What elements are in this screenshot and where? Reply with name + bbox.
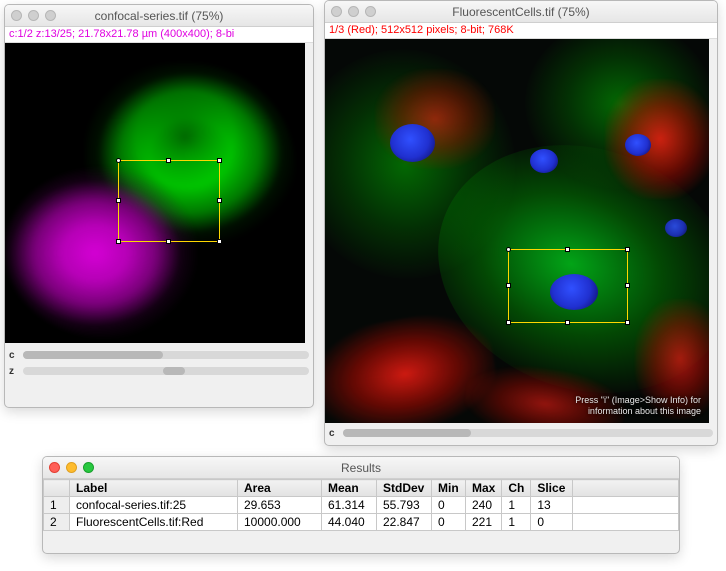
col-min[interactable]: Min (432, 480, 466, 497)
close-icon[interactable] (331, 6, 342, 17)
traffic-lights (11, 10, 56, 21)
col-ch[interactable]: Ch (502, 480, 531, 497)
overlay-line1: Press "i" (Image>Show Info) for (575, 395, 701, 406)
handle-icon[interactable] (166, 158, 171, 163)
table-cell (573, 497, 679, 514)
z-slider-label: z (9, 366, 19, 377)
col-label[interactable]: Label (70, 480, 238, 497)
table-cell: 29.653 (238, 497, 322, 514)
zoom-icon[interactable] (45, 10, 56, 21)
col-stddev[interactable]: StdDev (377, 480, 432, 497)
handle-icon[interactable] (625, 320, 630, 325)
table-cell: 55.793 (377, 497, 432, 514)
handle-icon[interactable] (116, 158, 121, 163)
results-body: Label Area Mean StdDev Min Max Ch Slice … (43, 479, 679, 531)
handle-icon[interactable] (625, 283, 630, 288)
handle-icon[interactable] (116, 239, 121, 244)
red-region (375, 69, 495, 169)
table-cell: 0 (531, 514, 573, 531)
col-max[interactable]: Max (466, 480, 502, 497)
results-header-row: Label Area Mean StdDev Min Max Ch Slice (44, 480, 679, 497)
z-slider-thumb[interactable] (163, 367, 185, 375)
table-row[interactable]: 1confocal-series.tif:2529.65361.31455.79… (44, 497, 679, 514)
table-cell: 1 (502, 514, 531, 531)
confocal-canvas[interactable] (5, 43, 305, 343)
zoom-icon[interactable] (83, 462, 94, 473)
confocal-info-line: c:1/2 z:13/25; 21.78x21.78 µm (400x400);… (5, 27, 313, 43)
row-number: 2 (44, 514, 70, 531)
table-cell: 240 (466, 497, 502, 514)
results-table: Label Area Mean StdDev Min Max Ch Slice … (43, 479, 679, 531)
col-mean[interactable]: Mean (322, 480, 377, 497)
table-cell: 44.040 (322, 514, 377, 531)
table-cell: confocal-series.tif:25 (70, 497, 238, 514)
table-cell: 221 (466, 514, 502, 531)
zoom-icon[interactable] (365, 6, 376, 17)
table-cell: 13 (531, 497, 573, 514)
handle-icon[interactable] (217, 158, 222, 163)
handle-icon[interactable] (565, 320, 570, 325)
close-icon[interactable] (49, 462, 60, 473)
results-title: Results (43, 461, 679, 475)
fluorescent-title: FluorescentCells.tif (75%) (325, 5, 717, 19)
results-titlebar[interactable]: Results (43, 457, 679, 479)
nucleus (390, 124, 435, 162)
handle-icon[interactable] (625, 247, 630, 252)
table-cell: 1 (502, 497, 531, 514)
confocal-titlebar[interactable]: confocal-series.tif (75%) (5, 5, 313, 27)
c-slider-thumb[interactable] (23, 351, 163, 359)
info-overlay: Press "i" (Image>Show Info) for informat… (575, 395, 701, 417)
table-row[interactable]: 2FluorescentCells.tif:Red10000.00044.040… (44, 514, 679, 531)
fluorescent-canvas[interactable]: Press "i" (Image>Show Info) for informat… (325, 39, 709, 423)
nucleus (665, 219, 687, 237)
z-slider-row: z (5, 363, 313, 379)
traffic-lights (331, 6, 376, 17)
traffic-lights (49, 462, 94, 473)
handle-icon[interactable] (506, 320, 511, 325)
minimize-icon[interactable] (66, 462, 77, 473)
minimize-icon[interactable] (28, 10, 39, 21)
table-cell: FluorescentCells.tif:Red (70, 514, 238, 531)
handle-icon[interactable] (116, 198, 121, 203)
table-cell (573, 514, 679, 531)
handle-icon[interactable] (506, 247, 511, 252)
handle-icon[interactable] (166, 239, 171, 244)
col-blank[interactable] (573, 480, 679, 497)
roi-selection[interactable] (508, 249, 628, 323)
table-cell: 22.847 (377, 514, 432, 531)
c-slider-label: c (9, 350, 19, 361)
c-slider[interactable] (343, 429, 713, 437)
col-rownum[interactable] (44, 480, 70, 497)
confocal-window: confocal-series.tif (75%) c:1/2 z:13/25;… (4, 4, 314, 408)
c-slider[interactable] (23, 351, 309, 359)
c-slider-label: c (329, 428, 339, 439)
nucleus (530, 149, 558, 173)
close-icon[interactable] (11, 10, 22, 21)
c-slider-row: c (325, 425, 717, 441)
c-slider-row: c (5, 347, 313, 363)
handle-icon[interactable] (217, 239, 222, 244)
roi-selection[interactable] (118, 160, 220, 242)
results-window: Results Label Area Mean StdDev Min Max C… (42, 456, 680, 554)
table-cell: 61.314 (322, 497, 377, 514)
fluorescent-window: FluorescentCells.tif (75%) 1/3 (Red); 51… (324, 0, 718, 446)
table-cell: 0 (432, 514, 466, 531)
handle-icon[interactable] (217, 198, 222, 203)
table-cell: 10000.000 (238, 514, 322, 531)
row-number: 1 (44, 497, 70, 514)
handle-icon[interactable] (565, 247, 570, 252)
fluorescent-titlebar[interactable]: FluorescentCells.tif (75%) (325, 1, 717, 23)
col-area[interactable]: Area (238, 480, 322, 497)
red-region (605, 79, 709, 199)
overlay-line2: information about this image (575, 406, 701, 417)
handle-icon[interactable] (506, 283, 511, 288)
z-slider[interactable] (23, 367, 309, 375)
fluorescent-info-line: 1/3 (Red); 512x512 pixels; 8-bit; 768K (325, 23, 717, 39)
c-slider-thumb[interactable] (343, 429, 471, 437)
col-slice[interactable]: Slice (531, 480, 573, 497)
table-cell: 0 (432, 497, 466, 514)
minimize-icon[interactable] (348, 6, 359, 17)
nucleus (625, 134, 651, 156)
